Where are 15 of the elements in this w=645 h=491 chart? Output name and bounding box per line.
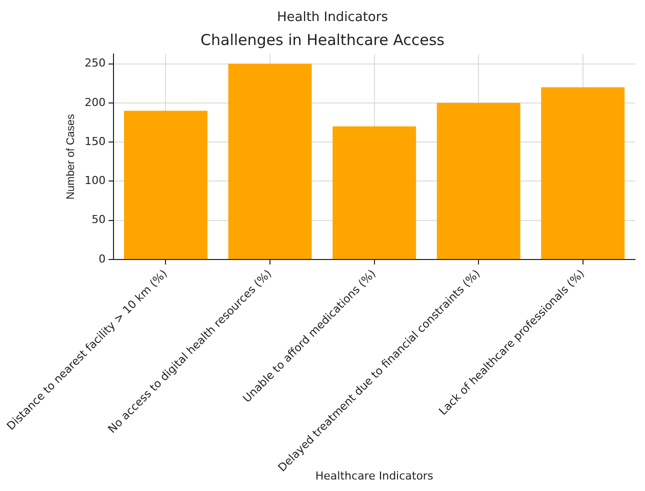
y-tick-label: 150 <box>84 134 106 148</box>
y-tick-label: 50 <box>92 213 106 226</box>
bar <box>332 126 416 259</box>
bar <box>541 87 625 259</box>
chart-title: Challenges in Healthcare Access <box>200 30 445 49</box>
bar <box>436 102 520 259</box>
x-axis-title: Healthcare Indicators <box>315 469 434 482</box>
y-axis-title: Number of Cases <box>65 113 78 200</box>
y-tick-label: 0 <box>98 252 106 266</box>
bar <box>124 110 208 259</box>
y-tick-label: 250 <box>84 56 106 70</box>
y-tick-label: 100 <box>84 174 106 188</box>
bar <box>228 64 312 259</box>
y-tick-label: 200 <box>84 96 106 109</box>
chart-subtitle: Health Indicators <box>276 9 390 27</box>
